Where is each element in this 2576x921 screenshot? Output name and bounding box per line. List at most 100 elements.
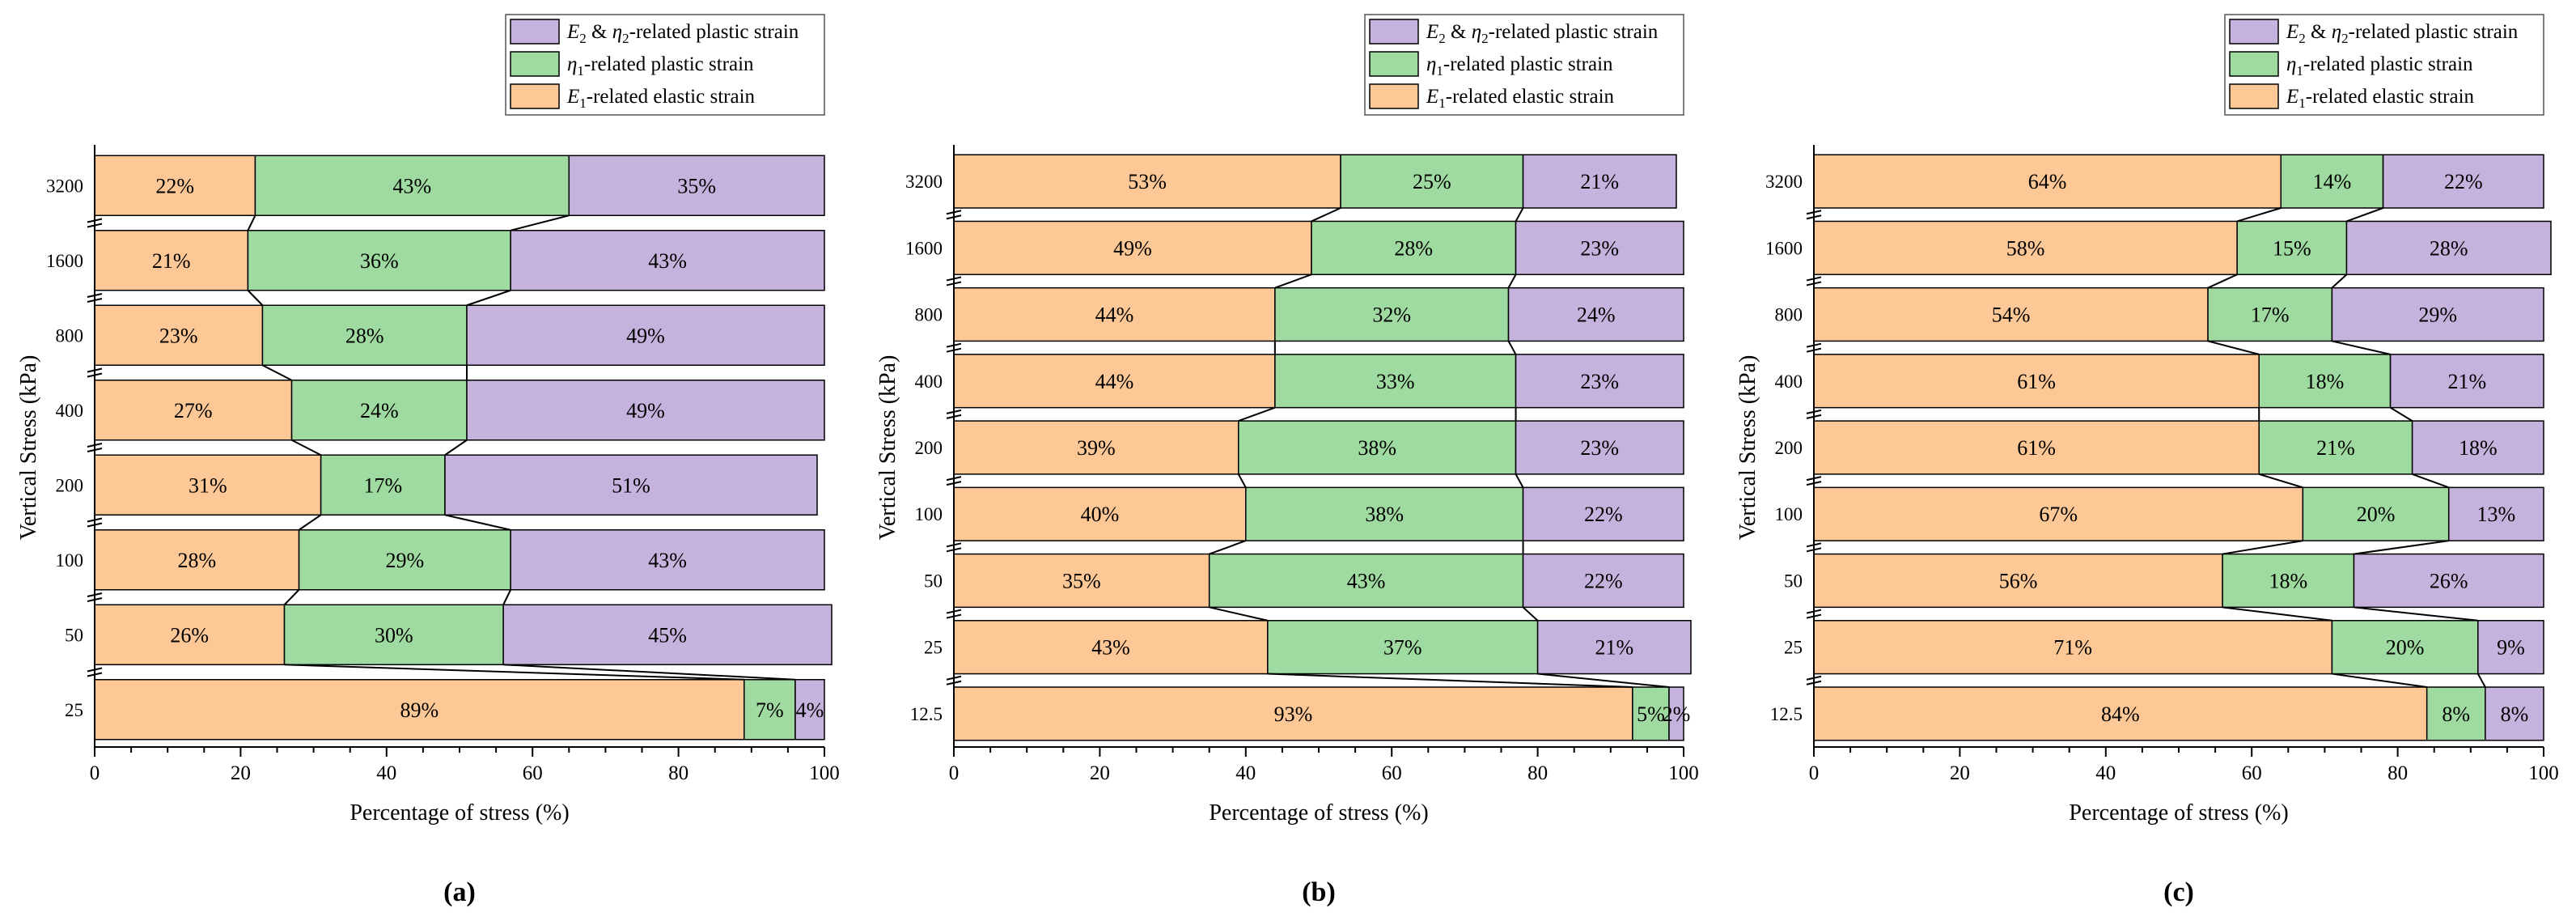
- legend-swatch-a-3: [510, 83, 560, 109]
- x-tick-label-c-100: 100: [2528, 762, 2559, 784]
- legend-label-a-2: η1-related plastic strain: [567, 53, 754, 79]
- connector-line-c-25-2: [2354, 606, 2478, 622]
- connector-line-c-50-1: [2222, 540, 2303, 555]
- y-tick-label-b-3200: 3200: [905, 172, 943, 192]
- data-label-a-800-series1: 23%: [159, 324, 198, 347]
- connector-line-c-400-2: [2332, 340, 2391, 355]
- data-label-a-400-series2: 24%: [360, 399, 399, 422]
- connector-line-a-100-2: [444, 514, 511, 531]
- data-label-b-100-series2: 38%: [1365, 503, 1404, 526]
- y-tick-label-b-800: 800: [915, 305, 943, 325]
- connector-line-c-800-2: [2331, 274, 2348, 289]
- bar-a-100-series2: [298, 529, 511, 591]
- bar-c-1600-series3: [2345, 220, 2552, 275]
- axis-break-mark-b-2: [946, 609, 962, 619]
- data-label-b-800-series1: 44%: [1095, 303, 1134, 327]
- connector-line-c-25-1: [2222, 606, 2332, 622]
- bar-a-1600-series3: [510, 230, 825, 291]
- connector-line-b-50-1: [1209, 540, 1247, 555]
- connector-line-c-1600-2: [2346, 207, 2383, 223]
- data-label-b-1600-series1: 49%: [1113, 236, 1152, 260]
- bar-c-12.5-series2: [2426, 686, 2486, 741]
- bar-a-400-series3: [466, 380, 825, 441]
- data-label-c-12.5-series2: 8%: [2442, 702, 2470, 726]
- panel-label-b: (b): [1302, 877, 1336, 907]
- data-label-a-50-series2: 30%: [375, 623, 413, 647]
- connector-line-b-100-1: [1237, 473, 1247, 488]
- y-tick-label-b-50: 50: [924, 571, 943, 591]
- data-label-b-400-series3: 23%: [1580, 370, 1619, 393]
- y-tick-label-a-50: 50: [65, 625, 83, 645]
- bar-a-400-series1: [94, 380, 293, 441]
- axis-break-mark-c-8: [1806, 210, 1822, 220]
- y-tick-label-b-25: 25: [924, 638, 943, 658]
- data-label-a-100-series3: 43%: [648, 549, 687, 572]
- connector-line-a-25-2: [503, 664, 795, 681]
- bar-c-1600-series2: [2236, 220, 2348, 275]
- bar-b-3200-series1: [953, 154, 1341, 209]
- connector-line-a-100-1: [298, 514, 322, 531]
- data-label-b-25-series1: 43%: [1091, 636, 1130, 660]
- bar-a-50-series3: [502, 604, 833, 665]
- data-label-a-100-series2: 29%: [386, 549, 425, 572]
- x-axis-title-a: Percentage of stress (%): [350, 800, 569, 826]
- x-tick-label-c-40: 40: [2095, 762, 2116, 784]
- bar-b-400-series3: [1515, 354, 1684, 409]
- x-tick-label-c-60: 60: [2242, 762, 2262, 784]
- y-axis-title-b: Vertical Stress (kPa): [875, 355, 900, 541]
- connector-line-b-25-2: [1522, 606, 1539, 622]
- y-tick-label-c-1600: 1600: [1765, 238, 1803, 258]
- legend-swatch-c-3: [2229, 83, 2279, 109]
- data-label-b-400-series2: 33%: [1376, 370, 1415, 393]
- data-label-c-200-series2: 21%: [2316, 436, 2355, 460]
- bar-b-3200-series3: [1522, 154, 1677, 209]
- bar-c-12.5-series1: [1813, 686, 2428, 741]
- data-label-b-25-series2: 37%: [1383, 636, 1422, 660]
- bar-a-200-series1: [94, 454, 322, 516]
- bar-c-100-series2: [2302, 486, 2450, 541]
- connector-line-b-100-2: [1515, 473, 1524, 488]
- axis-break-mark-b-8: [946, 210, 962, 220]
- connector-line-b-1600-1: [1311, 207, 1341, 223]
- legend-label-a-3: E1-related elastic strain: [566, 86, 756, 111]
- bar-c-400-series1: [1813, 354, 2260, 409]
- y-tick-label-c-200: 200: [1775, 438, 1803, 458]
- bar-b-200-series1: [953, 420, 1239, 475]
- x-tick-label-a-40: 40: [376, 762, 396, 784]
- connector-line-c-400-1: [2207, 340, 2260, 355]
- connector-line-b-12.5-2: [1537, 673, 1670, 688]
- bar-a-25-series2: [744, 679, 796, 741]
- y-tick-label-b-1600: 1600: [905, 238, 943, 258]
- data-label-b-800-series3: 24%: [1577, 303, 1616, 327]
- bar-c-200-series2: [2258, 420, 2413, 475]
- x-tick-label-a-0: 0: [90, 762, 100, 784]
- bar-a-800-series2: [261, 304, 468, 366]
- data-label-c-200-series3: 18%: [2459, 436, 2498, 460]
- legend-b: E2 & η2-related plastic strain η1-related…: [1364, 14, 1684, 116]
- connector-line-c-800-1: [2207, 274, 2238, 289]
- connector-line-a-200-2: [444, 439, 468, 456]
- data-label-a-50-series1: 26%: [170, 623, 209, 647]
- connector-line-b-400-2: [1507, 340, 1517, 355]
- data-label-b-800-series2: 32%: [1372, 303, 1411, 327]
- data-label-a-25-series1: 89%: [400, 698, 439, 722]
- x-tick-label-a-20: 20: [231, 762, 251, 784]
- y-tick-label-a-1600: 1600: [46, 251, 83, 271]
- data-label-a-50-series3: 45%: [648, 623, 687, 647]
- data-label-b-3200-series1: 53%: [1128, 170, 1167, 193]
- chart-svg-a: 89% 7% 4% 26% 30% 45% 28% 29% 43% 31% 17% 51% 27% 24%…: [16, 14, 840, 907]
- bar-a-1600-series1: [94, 230, 249, 291]
- legend-swatch-b-2: [1369, 51, 1419, 77]
- legend-label-b-3: E1-related elastic strain: [1426, 86, 1615, 111]
- data-label-b-50-series1: 35%: [1062, 569, 1101, 592]
- y-tick-label-a-400: 400: [56, 401, 84, 421]
- data-label-c-1600-series3: 28%: [2430, 236, 2468, 260]
- chart-svg-c: 84% 8% 8% 71% 20% 9% 56% 18% 26% 67% 20% 13% 61% 21% 1…: [1735, 14, 2559, 907]
- data-label-c-25-series1: 71%: [2053, 636, 2092, 660]
- y-tick-label-b-12.5: 12.5: [910, 704, 943, 724]
- connector-line-a-800-2: [466, 289, 511, 307]
- data-label-c-50-series3: 26%: [2430, 569, 2468, 592]
- legend-swatch-a-1: [510, 19, 560, 45]
- data-label-a-400-series3: 49%: [626, 399, 665, 422]
- bar-c-25-series3: [2477, 620, 2544, 675]
